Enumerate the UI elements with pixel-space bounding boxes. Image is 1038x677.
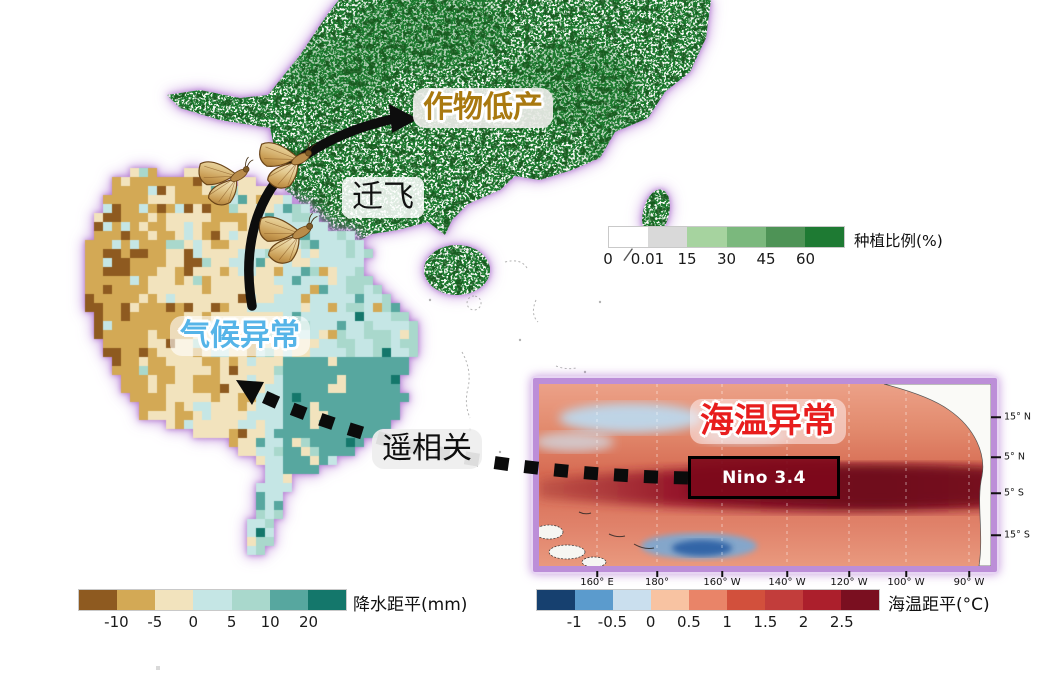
colorbar-planting-fraction: 0 0.01 15 30 45 60/ [603,226,845,270]
x-tick-mark [721,571,723,577]
colorbar-tick-label: 0 [603,250,613,268]
y-tick-label: 5° S [1004,487,1024,499]
colorbar-precip-anomaly: -10 -5 0 5 10 20 [78,589,347,633]
colorbar-tick-label: -10 [104,613,129,631]
colorbar-tick-label: -1 [566,613,582,631]
x-tick-mark [786,571,788,577]
colorbar-segment [687,227,727,247]
migration-label: 迁飞 [342,177,424,218]
colorbar-tick-label: 1 [722,613,732,631]
pacific-x-axis: 160° E 180° 160° W 140° W 120° W 100° W 90° W [533,571,997,591]
colorbar-tick-label: 0 [645,613,656,631]
sst-anomaly-label: 海温异常 [690,399,846,444]
colorbar-tick-label: 60 [795,250,816,268]
colorbar-sst-title: 海温距平(°C) [888,595,990,615]
x-tick-mark [596,571,598,577]
colorbar-tick-label: 45 [756,250,776,268]
x-tick-mark [848,571,850,577]
colorbar-precip-title: 降水距平(mm) [353,595,468,615]
x-tick-label: 160° W [703,577,741,588]
colorbar-segment [765,590,803,610]
colorbar-tick-label: 1.5 [753,613,778,631]
x-tick-mark [905,571,907,577]
colorbar-segment [155,590,194,610]
colorbar-tick-label: 2 [798,613,809,631]
y-tick-label: 15° S [1004,529,1030,541]
colorbar-tick-label: 30 [716,250,737,268]
colorbar-segment [841,590,879,610]
y-tick-mark [991,492,1001,494]
colorbar-segment [537,590,575,610]
colorbar-segment [193,590,232,610]
colorbar-segment [765,227,805,247]
colorbar-tick-label: 10 [260,613,280,631]
colorbar-tick-label: 0.5 [676,613,701,631]
teleconnection-label: 遥相关 [372,429,482,469]
nino34-label: Nino 3.4 [722,467,806,488]
colorbar-segment [117,590,156,610]
colorbar-segment [689,590,727,610]
colorbar-segment [269,590,308,610]
colorbar-segment [803,590,841,610]
colorbar-tick-label: 20 [299,613,319,631]
y-tick-label: 5° N [1004,451,1025,463]
colorbar-segment [726,227,766,247]
colorbar-tick-label: -0.5 [597,613,628,631]
y-tick-mark [991,456,1001,458]
colorbar-segment [804,227,845,247]
colorbar-segment [307,590,346,610]
crop-loss-label: 作物低产 [413,88,553,128]
stray-speck [156,666,160,670]
climate-anomaly-label: 气候异常 [170,316,310,356]
colorbar-segment [648,227,688,247]
colorbar-planting-title: 种植比例(%) [854,232,943,250]
x-tick-label: 90° W [953,577,985,588]
x-tick-label: 180° [644,577,670,588]
colorbar-tick-label: 5 [226,613,237,631]
x-tick-mark [968,571,970,577]
colorbar-segment [609,227,649,247]
western-pacific-islands [539,524,607,566]
colorbar-segment [613,590,651,610]
colorbar-tick-label: 0.01 [630,250,665,268]
x-tick-label: 100° W [887,577,925,588]
colorbar-tick-label: 2.5 [829,613,854,631]
colorbar-sst-anomaly: -1 -0.5 0 0.5 1 1.5 2 2.5 [536,589,880,633]
y-tick-mark [991,534,1001,536]
colorbar-tick-label: 0 [188,613,199,631]
colorbar-segment [575,590,613,610]
colorbar-segment [727,590,765,610]
nino34-region-box: Nino 3.4 [688,456,840,499]
americas-landmass [883,384,991,566]
colorbar-segment [651,590,689,610]
colorbar-tick-label: 15 [677,250,697,268]
x-tick-label: 140° W [768,577,806,588]
y-tick-label: 15° N [1004,411,1031,423]
colorbar-segment [79,590,118,610]
pacific-y-axis: 15° N 5° N 5° S 15° S [991,378,1038,572]
colorbar-segment [231,590,270,610]
x-tick-mark [656,571,658,577]
colorbar-tick-label: -5 [147,613,163,631]
x-tick-label: 120° W [830,577,868,588]
y-tick-mark [991,416,1001,418]
x-tick-label: 160° E [580,577,614,588]
